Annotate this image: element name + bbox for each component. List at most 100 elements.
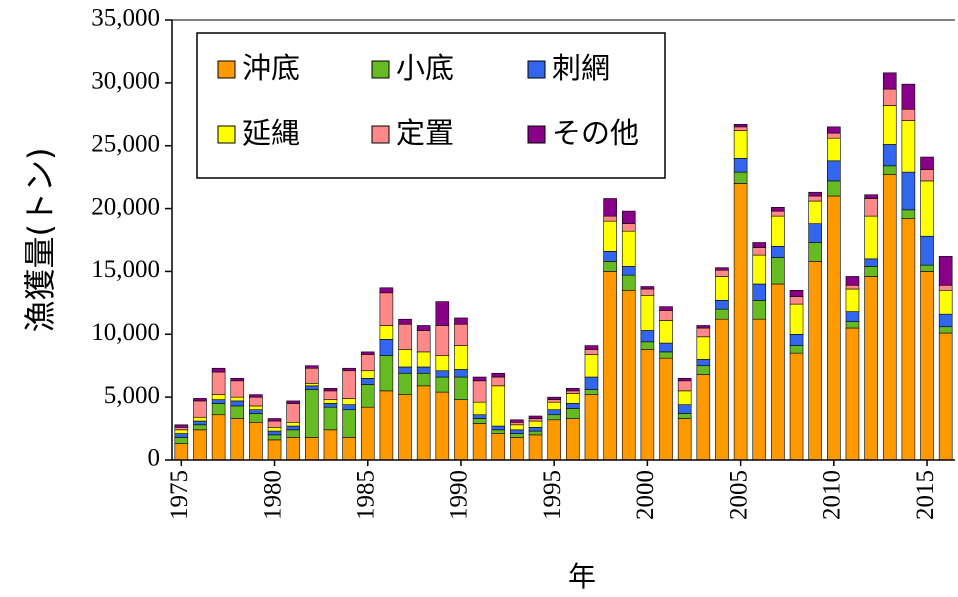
bar-segment	[416, 330, 431, 353]
bar-segment	[752, 318, 767, 461]
bar-segment	[920, 180, 934, 237]
bar-segment	[789, 345, 804, 354]
bar-segment	[230, 380, 245, 398]
bar-segment	[435, 370, 450, 378]
bar-segment	[435, 325, 450, 356]
bar-segment	[547, 414, 561, 421]
bar-segment	[472, 401, 487, 416]
bar-segment	[715, 267, 729, 271]
legend-swatch	[217, 60, 236, 79]
bar-segment	[491, 433, 506, 461]
y-axis-title: 漁獲量(トン)	[21, 148, 59, 333]
legend-label: 小底	[396, 51, 454, 85]
bar-segment	[621, 266, 636, 276]
bar-segment	[938, 256, 953, 286]
bar-segment	[715, 318, 729, 461]
bar-segment	[845, 284, 860, 290]
bar-segment	[286, 425, 300, 431]
bar-segment	[249, 394, 263, 398]
bar-segment	[267, 439, 282, 461]
bar-segment	[211, 367, 226, 373]
bar-segment	[472, 414, 487, 419]
bar-segment	[174, 443, 189, 461]
bar-segment	[547, 401, 561, 411]
bar-segment	[733, 171, 748, 184]
bar-segment	[379, 325, 394, 340]
bar-segment	[659, 306, 673, 311]
bar-segment	[901, 171, 916, 211]
bar-segment	[752, 300, 767, 320]
bar-segment	[566, 408, 580, 419]
bar-segment	[584, 354, 599, 378]
bar-segment	[379, 292, 394, 326]
y-tick-label: 10,000	[91, 319, 160, 346]
bar-segment	[789, 333, 804, 346]
bar-segment	[603, 220, 617, 252]
bar-segment	[379, 355, 394, 392]
bar-segment	[827, 180, 841, 197]
bar-segment	[491, 376, 506, 387]
bar-segment	[789, 296, 804, 305]
bar-segment	[603, 251, 617, 262]
bar-segment	[882, 72, 897, 90]
bar-segment	[360, 406, 375, 461]
bar-segment	[771, 215, 785, 247]
bar-segment	[472, 380, 487, 403]
bar-segment	[305, 437, 319, 461]
bar-segment	[211, 414, 226, 461]
bar-segment	[621, 274, 636, 291]
bar-segment	[454, 369, 468, 378]
legend-swatch	[371, 125, 390, 144]
bar-segment	[603, 215, 617, 222]
bar-segment	[901, 120, 916, 173]
bar-segment	[174, 424, 189, 428]
bar-segment	[566, 418, 580, 461]
bar-segment	[491, 425, 506, 431]
bar-segment	[249, 396, 263, 407]
bar-segment	[771, 210, 785, 217]
bar-segment	[882, 88, 897, 106]
bar-segment	[267, 427, 282, 432]
bar-segment	[938, 313, 953, 328]
bar-segment	[249, 409, 263, 414]
x-tick-label: 2005	[725, 470, 752, 520]
bar-segment	[584, 349, 599, 355]
bar-segment	[174, 437, 189, 444]
bar-segment	[454, 345, 468, 370]
bar-segment	[360, 370, 375, 379]
bar-segment	[230, 405, 245, 419]
bar-segment	[547, 409, 561, 416]
bar-segment	[528, 430, 543, 436]
bar-segment	[230, 396, 245, 402]
bar-segment	[342, 398, 356, 405]
bar-segment	[454, 376, 468, 400]
bar-segment	[901, 209, 916, 219]
y-tick-label: 20,000	[91, 193, 160, 220]
bar-segment	[398, 349, 412, 368]
bar-segment	[733, 126, 748, 131]
bar-segment	[323, 406, 338, 431]
bar-segment	[342, 409, 356, 438]
bar-segment	[901, 83, 916, 110]
bar-segment	[882, 165, 897, 175]
bar-segment	[472, 376, 487, 382]
bar-segment	[808, 195, 822, 202]
y-tick-label: 25,000	[91, 130, 160, 157]
bar-segment	[584, 376, 599, 390]
bar-segment	[752, 247, 767, 256]
bar-segment	[211, 403, 226, 416]
bar-segment	[640, 286, 655, 290]
bar-segment	[752, 283, 767, 301]
x-tick-label: 1995	[539, 470, 566, 520]
bar-segment	[193, 424, 207, 431]
bar-segment	[379, 390, 394, 461]
bar-segment	[827, 195, 841, 461]
x-tick-label: 1985	[352, 470, 379, 520]
bar-segment	[901, 218, 916, 461]
bar-segment	[342, 404, 356, 411]
bar-segment	[566, 393, 580, 404]
bar-segment	[696, 365, 711, 375]
bar-segment	[435, 391, 450, 461]
bar-segment	[305, 367, 319, 384]
bar-segment	[174, 427, 189, 431]
